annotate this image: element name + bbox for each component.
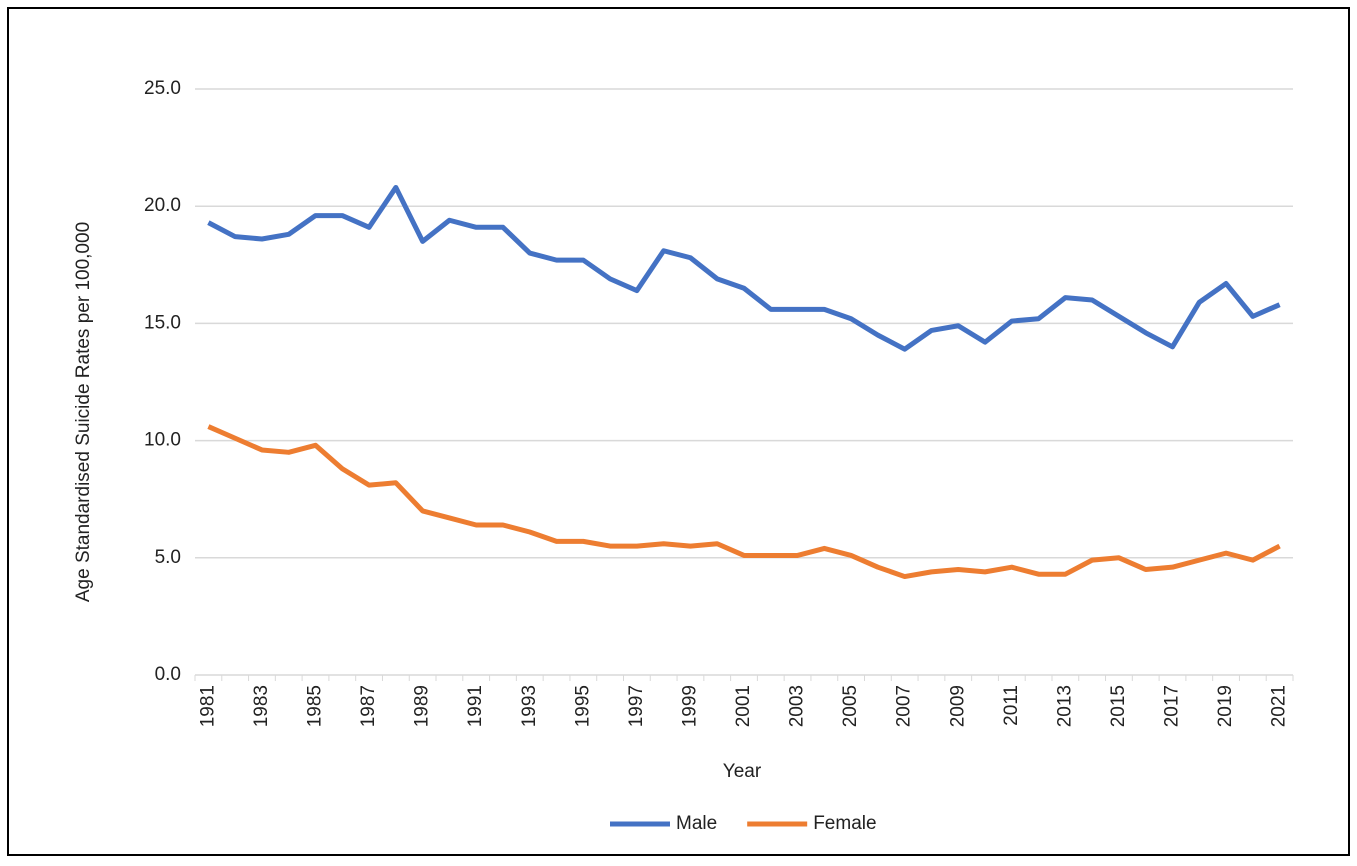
x-tick-label: 1999 (679, 685, 700, 727)
x-axis-title: Year (723, 761, 762, 782)
line-series (207, 184, 1281, 352)
x-tick-label: 2009 (947, 685, 968, 727)
x-tick-label: 1995 (572, 685, 593, 727)
y-tick-label: 10.0 (144, 430, 181, 451)
chart-border (7, 7, 1350, 856)
x-tick-label: 1987 (358, 685, 379, 727)
line-series (207, 424, 1281, 580)
x-tick-label: 1985 (305, 685, 326, 727)
x-tick-label: 1993 (519, 685, 540, 727)
x-tick-label: 2011 (1001, 685, 1022, 726)
x-tick-label: 2021 (1269, 685, 1290, 727)
x-tick-label: 2013 (1054, 685, 1075, 727)
y-axis-title: Age Standardised Suicide Rates per 100,0… (73, 222, 94, 602)
x-tick-label: 1989 (412, 685, 433, 727)
y-tick-label: 25.0 (144, 78, 181, 99)
x-tick-label: 2003 (787, 685, 808, 727)
x-tick-label: 1997 (626, 685, 647, 727)
legend-label: Female (813, 813, 876, 834)
x-tick-label: 1991 (465, 685, 486, 727)
x-tick-label: 2001 (733, 685, 754, 727)
y-tick-label: 20.0 (144, 195, 181, 216)
legend-label: Male (676, 813, 717, 834)
x-tick-label: 2017 (1162, 685, 1183, 727)
x-tick-label: 1981 (197, 685, 218, 727)
x-tick-label: 2005 (840, 685, 861, 727)
y-tick-label: 0.0 (155, 664, 181, 685)
x-tick-label: 1983 (251, 685, 272, 727)
x-tick-label: 2019 (1215, 685, 1236, 727)
y-tick-label: 15.0 (144, 312, 181, 333)
x-tick-label: 2015 (1108, 685, 1129, 727)
y-tick-label: 5.0 (155, 547, 181, 568)
x-tick-label: 2007 (894, 685, 915, 727)
